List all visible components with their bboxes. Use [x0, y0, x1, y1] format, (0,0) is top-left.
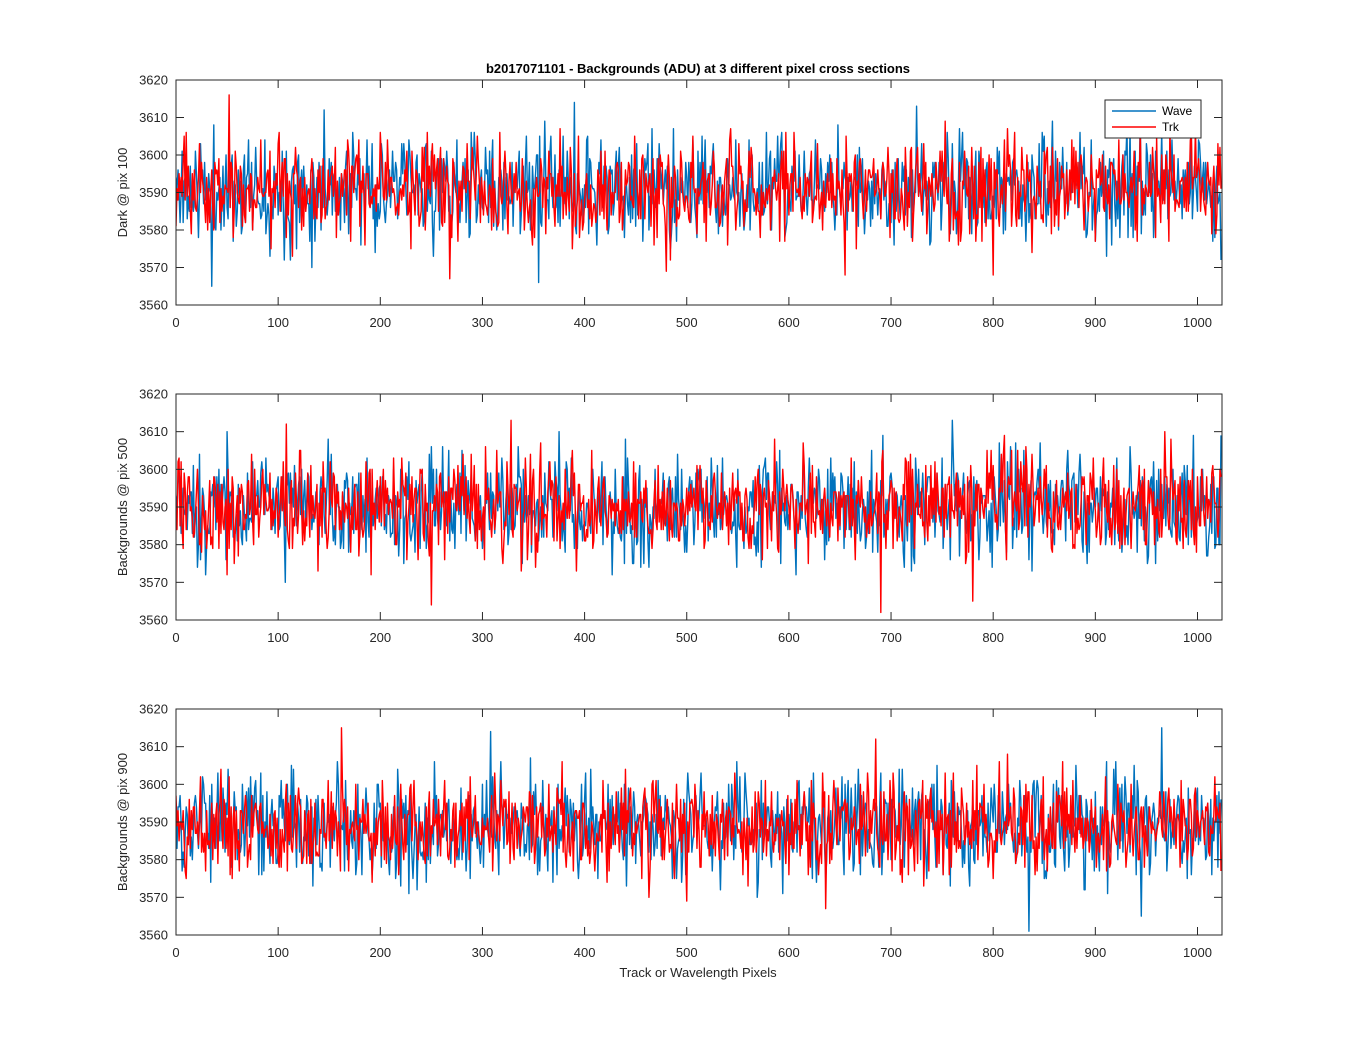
x-tick-label: 1000	[1183, 630, 1212, 645]
series-line-trk	[176, 94, 1222, 280]
y-tick-label: 3620	[139, 387, 168, 402]
y-tick-label: 3560	[139, 928, 168, 943]
x-tick-label: 500	[676, 630, 698, 645]
x-tick-label: 400	[574, 315, 596, 330]
legend-label-wave: Wave	[1162, 104, 1193, 118]
x-tick-label: 200	[369, 945, 391, 960]
x-tick-label: 800	[982, 945, 1004, 960]
y-tick-label: 3560	[139, 613, 168, 628]
x-tick-label: 700	[880, 630, 902, 645]
series-line-trk	[176, 419, 1222, 614]
x-tick-label: 900	[1084, 315, 1106, 330]
y-tick-label: 3580	[139, 852, 168, 867]
legend: Wave Trk	[1104, 99, 1202, 139]
panel-2: 0 100 200 300 400 500 600 700 800 900 1000 3560 3570…	[115, 387, 1223, 645]
x-tick-label: 1000	[1183, 315, 1212, 330]
x-tick-label: 1000	[1183, 945, 1212, 960]
figure-title: b2017071101 - Backgrounds (ADU) at 3 dif…	[486, 61, 910, 76]
x-tick-label: 100	[267, 945, 289, 960]
x-tick-label: 500	[676, 315, 698, 330]
x-tick-label: 300	[472, 945, 494, 960]
series-line-trk	[176, 727, 1222, 910]
x-tick-label: 700	[880, 945, 902, 960]
x-tick-label: 800	[982, 315, 1004, 330]
x-tick-label: 0	[172, 630, 179, 645]
legend-box	[1104, 99, 1202, 139]
x-tick-label: 300	[472, 630, 494, 645]
legend-label-trk: Trk	[1162, 120, 1180, 134]
x-tick-label: 600	[778, 945, 800, 960]
y-tick-label: 3600	[139, 148, 168, 163]
x-tick-label: 300	[472, 315, 494, 330]
x-tick-label: 700	[880, 315, 902, 330]
x-tick-label: 900	[1084, 630, 1106, 645]
y-tick-label: 3570	[139, 890, 168, 905]
y-tick-label: 3610	[139, 424, 168, 439]
x-tick-label: 900	[1084, 945, 1106, 960]
x-tick-label: 400	[574, 945, 596, 960]
x-tick-label: 600	[778, 630, 800, 645]
y-tick-label: 3610	[139, 110, 168, 125]
y-tick-label: 3610	[139, 739, 168, 754]
x-tick-label: 200	[369, 315, 391, 330]
x-tick-label: 0	[172, 945, 179, 960]
x-tick-label: 0	[172, 315, 179, 330]
x-axis-label: Track or Wavelength Pixels	[619, 965, 777, 980]
y-axis-label: Backgrounds @ pix 500	[115, 438, 130, 576]
y-axis-label: Backgrounds @ pix 900	[115, 753, 130, 891]
x-tick-label: 500	[676, 945, 698, 960]
y-axis-label: Dark @ pix 100	[115, 148, 130, 238]
x-tick-label: 100	[267, 630, 289, 645]
x-tick-label: 200	[369, 630, 391, 645]
y-tick-label: 3590	[139, 185, 168, 200]
x-tick-label: 100	[267, 315, 289, 330]
x-tick-label: 400	[574, 630, 596, 645]
x-tick-label: 800	[982, 630, 1004, 645]
y-tick-label: 3600	[139, 462, 168, 477]
y-tick-label: 3590	[139, 500, 168, 515]
y-tick-label: 3620	[139, 702, 168, 717]
y-tick-label: 3580	[139, 537, 168, 552]
y-tick-label: 3580	[139, 223, 168, 238]
y-tick-label: 3570	[139, 260, 168, 275]
y-tick-label: 3600	[139, 777, 168, 792]
y-tick-label: 3560	[139, 298, 168, 313]
panel-3: 0 100 200 300 400 500 600 700 800 900 1000 3560 3570…	[115, 702, 1223, 960]
panel-1: 0 100 200 300 400 500 600 700 800 900 1000 3560 3570…	[115, 73, 1223, 330]
y-tick-label: 3620	[139, 73, 168, 88]
y-tick-label: 3570	[139, 575, 168, 590]
x-tick-label: 600	[778, 315, 800, 330]
y-tick-label: 3590	[139, 815, 168, 830]
